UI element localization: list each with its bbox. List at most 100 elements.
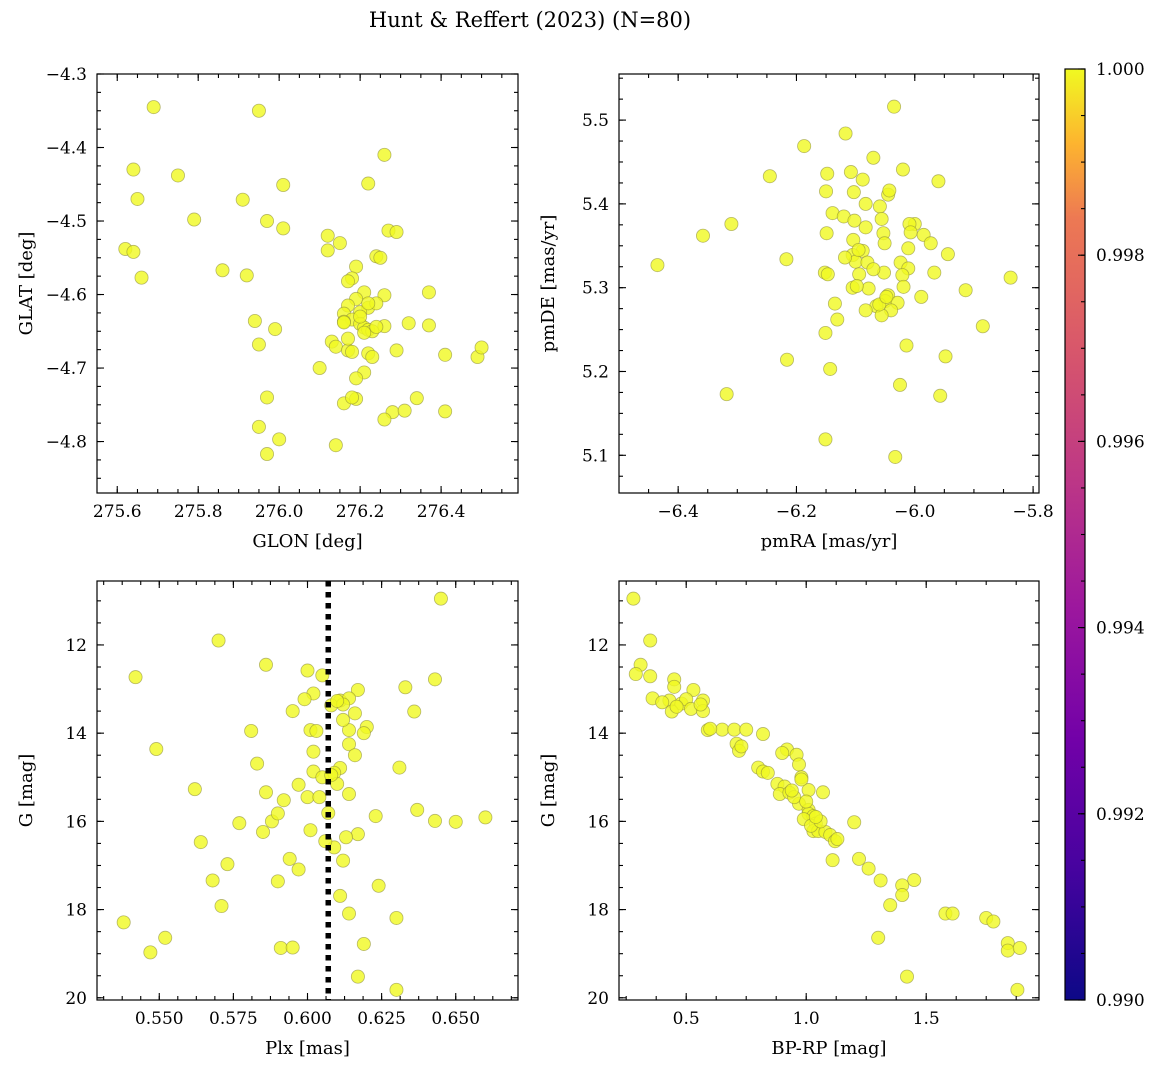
data-point bbox=[779, 252, 794, 267]
data-point bbox=[258, 657, 273, 672]
data-point bbox=[872, 199, 887, 214]
data-point bbox=[866, 150, 881, 165]
data-point bbox=[816, 785, 831, 800]
x-tick-label: 0.600 bbox=[283, 1009, 332, 1029]
data-point bbox=[345, 390, 360, 405]
y-tick-label: 5.2 bbox=[582, 362, 609, 382]
data-point bbox=[438, 347, 453, 362]
data-point bbox=[251, 337, 266, 352]
y-tick-label: 16 bbox=[587, 812, 609, 832]
data-point bbox=[260, 390, 275, 405]
data-point bbox=[158, 930, 173, 945]
panel-pmra-pmde: −6.4 −6.2 −6.0 −5.8 5.1 5.2 5.3 5.4 5.5 pmRA [mas… bbox=[538, 73, 1054, 552]
data-point bbox=[306, 744, 321, 759]
data-point bbox=[474, 340, 489, 355]
data-point bbox=[895, 268, 910, 283]
data-point bbox=[143, 945, 158, 960]
panel-plx-g: 0.550 0.575 0.600 0.625 0.650 12 14 16 18 20 Plx [… bbox=[16, 580, 519, 1059]
data-point bbox=[285, 704, 300, 719]
data-point bbox=[244, 723, 259, 738]
data-point bbox=[846, 185, 861, 200]
data-point bbox=[858, 220, 873, 235]
data-point bbox=[873, 873, 888, 888]
y-tick-label: −4.7 bbox=[46, 359, 87, 379]
data-point bbox=[667, 679, 682, 694]
data-point bbox=[933, 388, 948, 403]
data-point bbox=[887, 99, 902, 114]
data-point bbox=[799, 794, 814, 809]
data-point bbox=[427, 813, 442, 828]
y-tick-label: −4.6 bbox=[46, 286, 87, 306]
data-point bbox=[703, 721, 718, 736]
x-tick-label: −6.4 bbox=[658, 502, 699, 522]
data-point bbox=[907, 873, 922, 888]
data-point bbox=[350, 682, 365, 697]
y-tick-label: −4.5 bbox=[46, 212, 87, 232]
data-point bbox=[923, 236, 938, 251]
data-point bbox=[349, 259, 364, 274]
data-point bbox=[345, 344, 360, 359]
y-tick-label: 5.1 bbox=[582, 446, 609, 466]
data-point bbox=[843, 165, 858, 180]
data-point bbox=[258, 785, 273, 800]
data-point bbox=[827, 296, 842, 311]
data-point bbox=[356, 726, 371, 741]
data-point bbox=[211, 633, 226, 648]
data-point bbox=[361, 176, 376, 191]
colorbar-tick-label: 0.996 bbox=[1096, 432, 1145, 452]
data-point bbox=[276, 177, 291, 192]
y-tick-label: −4.8 bbox=[46, 433, 87, 453]
data-point bbox=[820, 166, 835, 181]
data-point bbox=[686, 682, 701, 697]
data-point bbox=[300, 663, 315, 678]
data-point bbox=[369, 319, 384, 334]
data-point bbox=[336, 712, 351, 727]
data-point bbox=[727, 722, 742, 737]
data-point bbox=[340, 274, 355, 289]
y-tick-label: 5.3 bbox=[582, 279, 609, 299]
data-point bbox=[239, 268, 254, 283]
data-point bbox=[146, 100, 161, 115]
y-tick-label: 16 bbox=[65, 812, 87, 832]
x-axis-label: pmRA [mas/yr] bbox=[761, 531, 898, 552]
data-point bbox=[332, 236, 347, 251]
data-point bbox=[903, 225, 918, 240]
data-point bbox=[328, 339, 343, 354]
y-tick-label: 18 bbox=[65, 901, 87, 921]
data-point bbox=[342, 906, 357, 921]
y-tick-label: −4.3 bbox=[46, 65, 87, 85]
data-point bbox=[784, 783, 799, 798]
data-point bbox=[349, 371, 364, 386]
data-point bbox=[914, 289, 929, 304]
data-point bbox=[215, 263, 230, 278]
data-point bbox=[780, 352, 795, 367]
data-point bbox=[1010, 982, 1025, 997]
data-point bbox=[830, 312, 845, 327]
data-point bbox=[871, 930, 886, 945]
data-point bbox=[401, 316, 416, 331]
data-point bbox=[760, 765, 775, 780]
data-point bbox=[669, 699, 684, 714]
x-tick-label: 276.2 bbox=[336, 502, 385, 522]
data-point bbox=[398, 680, 413, 695]
data-point bbox=[855, 172, 870, 187]
x-tick-label: 0.625 bbox=[357, 1009, 406, 1029]
data-point bbox=[297, 692, 312, 707]
data-point bbox=[643, 669, 658, 684]
x-tick-label: 275.8 bbox=[174, 502, 223, 522]
data-point bbox=[389, 982, 404, 997]
data-point bbox=[235, 192, 250, 207]
data-point bbox=[693, 697, 708, 712]
data-point bbox=[347, 706, 362, 721]
data-point bbox=[427, 672, 442, 687]
data-point bbox=[247, 313, 262, 328]
data-point bbox=[170, 168, 185, 183]
x-tick-label: −6.0 bbox=[894, 502, 935, 522]
data-point bbox=[336, 315, 351, 330]
data-point bbox=[739, 722, 754, 737]
data-point bbox=[272, 432, 287, 447]
data-point bbox=[309, 723, 324, 738]
data-point bbox=[762, 169, 777, 184]
x-axis-label: Plx [mas] bbox=[265, 1038, 350, 1059]
data-point bbox=[819, 226, 834, 241]
